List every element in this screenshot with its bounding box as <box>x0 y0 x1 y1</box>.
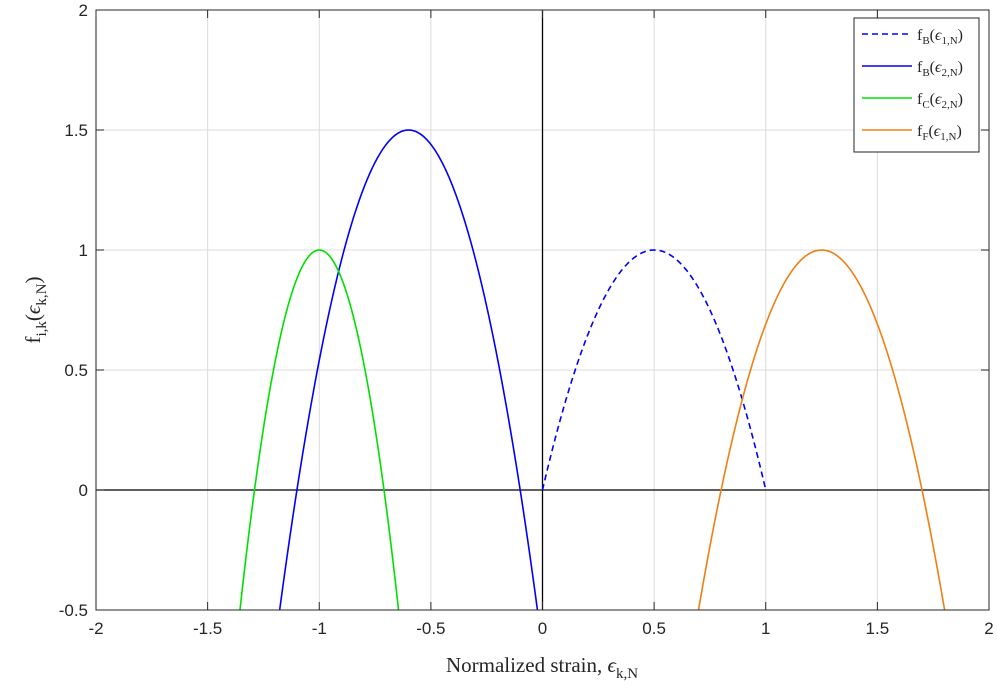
legend-label-2: fB(ϵ2,N) <box>917 59 963 79</box>
tick-labels: -2 -1.5 -1 -0.5 0 0.5 1 1.5 2 -0.5 0 0.5 1 1.5 2 <box>59 1 994 638</box>
x-tick-label: 0 <box>538 619 547 638</box>
series-line-4 <box>697 249 946 610</box>
series-line-2 <box>278 129 539 610</box>
legend-label-1: fB(ϵ1,N) <box>917 27 963 47</box>
y-tick-label: 1 <box>79 241 88 260</box>
y-tick-label: 2 <box>79 1 88 20</box>
series-line-1 <box>541 249 767 491</box>
y-tick-label: 1.5 <box>64 121 88 140</box>
legend: fB(ϵ1,N) fB(ϵ2,N) fC(ϵ2,N) fF(ϵ1,N) <box>853 17 980 153</box>
y-tick-label: -0.5 <box>59 601 88 620</box>
x-axis-label: Normalized strain, ϵk,N <box>446 653 638 682</box>
x-tick-label: -0.5 <box>416 619 445 638</box>
legend-label-3: fC(ϵ2,N) <box>917 91 963 111</box>
x-tick-label: -2 <box>88 619 103 638</box>
x-tick-label: -1 <box>312 619 327 638</box>
x-tick-label: 1.5 <box>866 619 890 638</box>
series-line-3 <box>239 249 400 610</box>
series-layer <box>239 129 946 610</box>
x-tick-label: -1.5 <box>193 619 222 638</box>
ticks <box>95 9 990 611</box>
x-tick-label: 2 <box>984 619 993 638</box>
x-tick-label: 1 <box>761 619 770 638</box>
y-axis-label: fi,k(ϵk,N) <box>21 277 50 344</box>
y-tick-label: 0 <box>79 481 88 500</box>
y-tick-label: 0.5 <box>64 361 88 380</box>
legend-label-4: fF(ϵ1,N) <box>917 123 962 143</box>
x-tick-label: 0.5 <box>642 619 666 638</box>
